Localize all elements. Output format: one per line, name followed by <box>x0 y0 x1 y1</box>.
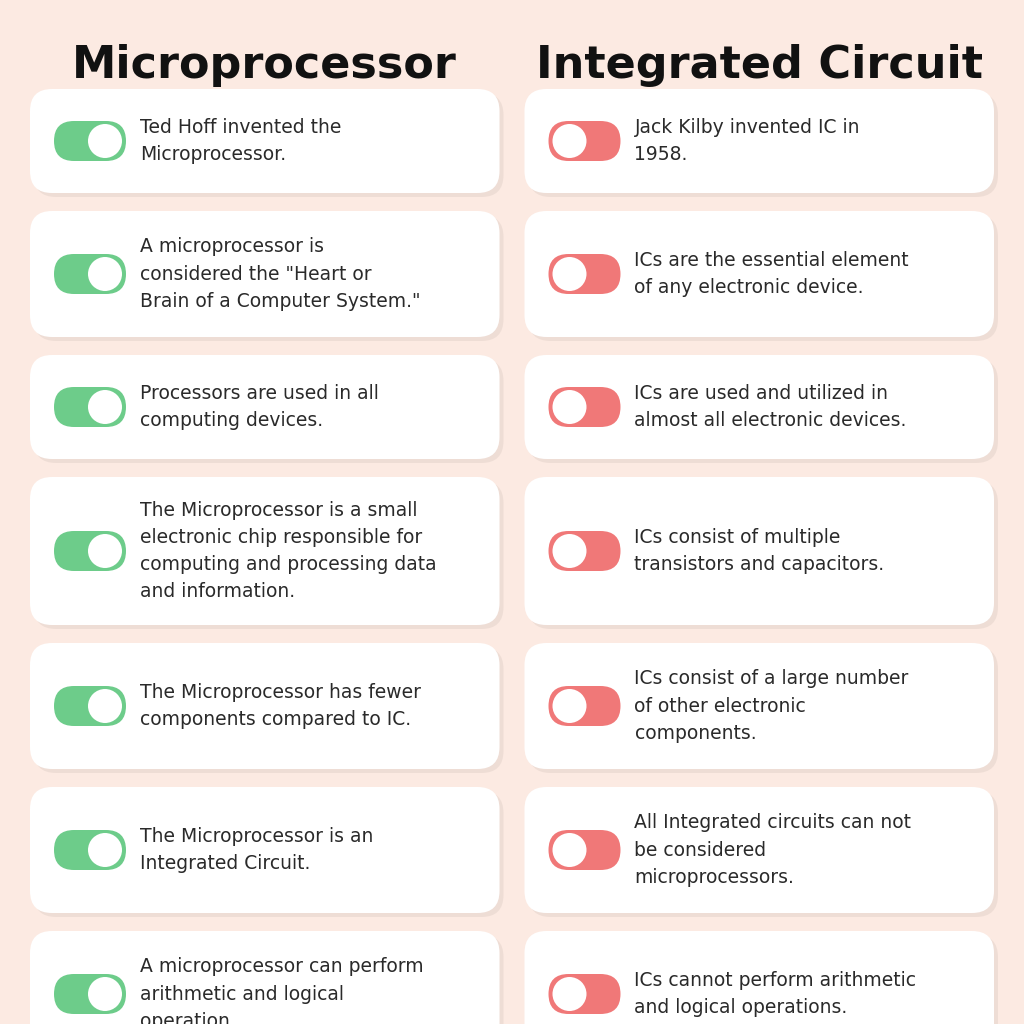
Text: ICs consist of multiple
transistors and capacitors.: ICs consist of multiple transistors and … <box>635 528 885 574</box>
Text: ICs cannot perform arithmetic
and logical operations.: ICs cannot perform arithmetic and logica… <box>635 971 916 1017</box>
FancyBboxPatch shape <box>54 830 126 870</box>
Circle shape <box>88 534 122 568</box>
FancyBboxPatch shape <box>549 974 621 1014</box>
Circle shape <box>553 124 587 158</box>
Text: Integrated Circuit: Integrated Circuit <box>536 44 983 87</box>
FancyBboxPatch shape <box>54 686 126 726</box>
FancyBboxPatch shape <box>549 686 621 726</box>
FancyBboxPatch shape <box>30 355 500 459</box>
FancyBboxPatch shape <box>54 531 126 571</box>
Text: Ted Hoff invented the
Microprocessor.: Ted Hoff invented the Microprocessor. <box>140 118 341 164</box>
Text: The Microprocessor is a small
electronic chip responsible for
computing and proc: The Microprocessor is a small electronic… <box>140 501 436 601</box>
Circle shape <box>88 833 122 867</box>
FancyBboxPatch shape <box>34 935 504 1024</box>
FancyBboxPatch shape <box>30 89 500 193</box>
Circle shape <box>553 534 587 568</box>
Text: Microprocessor: Microprocessor <box>73 44 457 87</box>
FancyBboxPatch shape <box>34 215 504 341</box>
FancyBboxPatch shape <box>528 935 998 1024</box>
Circle shape <box>88 257 122 291</box>
FancyBboxPatch shape <box>549 531 621 571</box>
FancyBboxPatch shape <box>528 791 998 918</box>
FancyBboxPatch shape <box>524 211 994 337</box>
Text: ICs are used and utilized in
almost all electronic devices.: ICs are used and utilized in almost all … <box>635 384 907 430</box>
FancyBboxPatch shape <box>528 359 998 463</box>
FancyBboxPatch shape <box>524 89 994 193</box>
FancyBboxPatch shape <box>528 647 998 773</box>
Circle shape <box>88 390 122 424</box>
Text: The Microprocessor is an
Integrated Circuit.: The Microprocessor is an Integrated Circ… <box>140 826 374 873</box>
FancyBboxPatch shape <box>30 643 500 769</box>
FancyBboxPatch shape <box>34 93 504 197</box>
FancyBboxPatch shape <box>30 931 500 1024</box>
FancyBboxPatch shape <box>528 215 998 341</box>
FancyBboxPatch shape <box>549 121 621 161</box>
FancyBboxPatch shape <box>34 481 504 629</box>
FancyBboxPatch shape <box>549 254 621 294</box>
FancyBboxPatch shape <box>549 830 621 870</box>
Text: ICs are the essential element
of any electronic device.: ICs are the essential element of any ele… <box>635 251 909 297</box>
FancyBboxPatch shape <box>54 387 126 427</box>
Circle shape <box>88 689 122 723</box>
FancyBboxPatch shape <box>34 791 504 918</box>
FancyBboxPatch shape <box>54 974 126 1014</box>
FancyBboxPatch shape <box>524 643 994 769</box>
Text: Jack Kilby invented IC in
1958.: Jack Kilby invented IC in 1958. <box>635 118 860 164</box>
FancyBboxPatch shape <box>524 355 994 459</box>
FancyBboxPatch shape <box>54 121 126 161</box>
FancyBboxPatch shape <box>54 254 126 294</box>
Text: Processors are used in all
computing devices.: Processors are used in all computing dev… <box>140 384 379 430</box>
FancyBboxPatch shape <box>524 787 994 913</box>
FancyBboxPatch shape <box>524 931 994 1024</box>
Circle shape <box>88 977 122 1011</box>
FancyBboxPatch shape <box>34 647 504 773</box>
FancyBboxPatch shape <box>549 387 621 427</box>
FancyBboxPatch shape <box>30 211 500 337</box>
Circle shape <box>553 689 587 723</box>
FancyBboxPatch shape <box>30 477 500 625</box>
FancyBboxPatch shape <box>30 787 500 913</box>
FancyBboxPatch shape <box>528 93 998 197</box>
Text: A microprocessor can perform
arithmetic and logical
operation: A microprocessor can perform arithmetic … <box>140 957 424 1024</box>
Circle shape <box>553 977 587 1011</box>
Circle shape <box>553 390 587 424</box>
Text: A microprocessor is
considered the "Heart or
Brain of a Computer System.": A microprocessor is considered the "Hear… <box>140 238 421 310</box>
Circle shape <box>88 124 122 158</box>
Circle shape <box>553 833 587 867</box>
FancyBboxPatch shape <box>528 481 998 629</box>
Text: The Microprocessor has fewer
components compared to IC.: The Microprocessor has fewer components … <box>140 683 421 729</box>
FancyBboxPatch shape <box>524 477 994 625</box>
Circle shape <box>553 257 587 291</box>
Text: All Integrated circuits can not
be considered
microprocessors.: All Integrated circuits can not be consi… <box>635 813 911 887</box>
FancyBboxPatch shape <box>34 359 504 463</box>
Text: ICs consist of a large number
of other electronic
components.: ICs consist of a large number of other e… <box>635 670 909 742</box>
